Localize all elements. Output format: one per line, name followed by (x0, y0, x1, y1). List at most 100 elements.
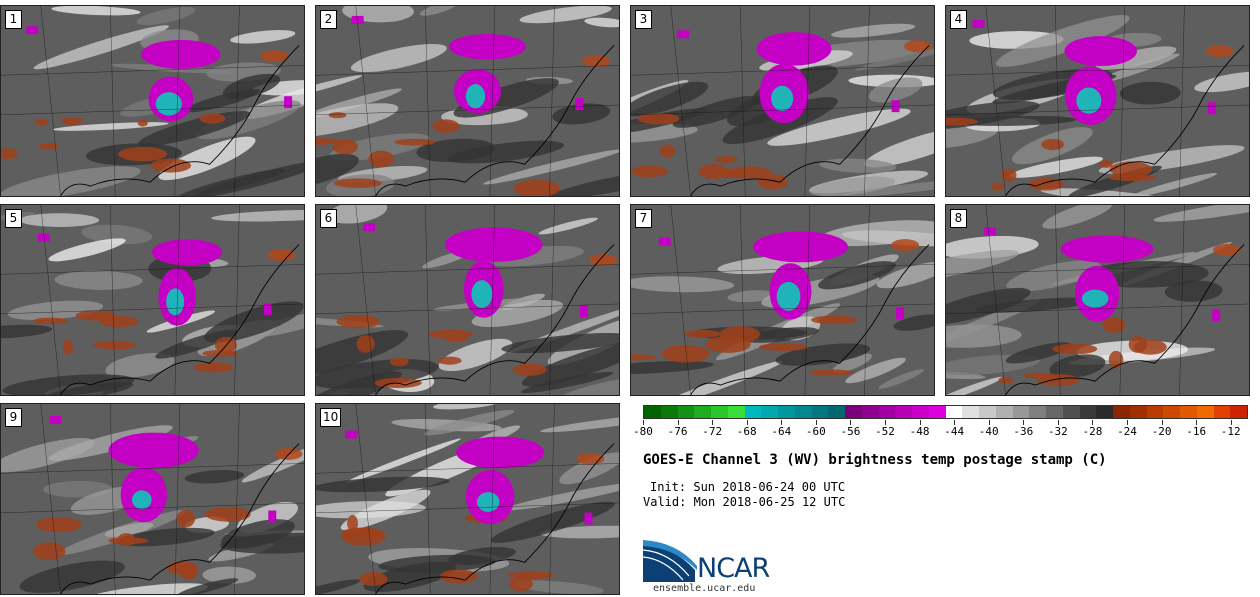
colorbar-tick (1230, 420, 1232, 425)
colorbar-tick (885, 420, 886, 425)
colorbar-segment (778, 406, 795, 418)
panel-9: 9 (0, 403, 305, 595)
colorbar-tick (1057, 420, 1059, 425)
colorbar-tick-label: -40 (978, 425, 999, 438)
colorbar-tick-label: -32 (1047, 425, 1068, 438)
logo-text: NCAR (697, 553, 770, 584)
panel-number: 6 (320, 209, 337, 228)
wv-map-image (316, 6, 619, 196)
colorbar-segment (811, 406, 829, 418)
panel-number: 10 (320, 408, 342, 427)
wv-map-image (1, 205, 304, 395)
colorbar-segment (878, 406, 896, 418)
colorbar-tick (988, 420, 990, 425)
colorbar-tick (815, 420, 817, 425)
wv-map-image (946, 205, 1249, 395)
panel-number: 1 (5, 10, 22, 29)
wv-map-image (316, 205, 619, 395)
colorbar-segment (1029, 406, 1046, 418)
colorbar-segment (1079, 406, 1097, 418)
colorbar-segment (1012, 406, 1030, 418)
panel-1: 1 (0, 5, 305, 197)
colorbar-tick (781, 420, 783, 425)
wv-map-image (1, 6, 304, 196)
ncar-logo-icon (643, 540, 697, 582)
colorbar-segment (660, 406, 678, 418)
colorbar-tick-label: -80 (633, 425, 653, 438)
colorbar-tick-label: -24 (1117, 425, 1137, 438)
panel-10: 10 (315, 403, 620, 595)
wv-map-image (631, 205, 934, 395)
colorbar-tick-label: -56 (840, 425, 861, 438)
colorbar-tick (1161, 420, 1163, 425)
colorbar-tick-label: -60 (805, 425, 826, 438)
wv-map-image (631, 6, 934, 196)
wv-map-image (946, 6, 1249, 196)
colorbar-tick-label: -52 (875, 425, 895, 438)
colorbar-segment (945, 406, 963, 418)
colorbar-tick (954, 420, 956, 425)
colorbar-segment (1163, 406, 1180, 418)
panel-number: 7 (635, 209, 652, 228)
colorbar-tick (677, 420, 679, 425)
panel-number: 9 (5, 408, 22, 427)
colorbar-segment (1113, 406, 1130, 418)
colorbar-segment (711, 406, 728, 418)
panel-2: 2 (315, 5, 620, 197)
colorbar-segment (1129, 406, 1147, 418)
colorbar-tick (1023, 420, 1025, 425)
colorbar-segment (845, 406, 862, 418)
panel-number: 4 (950, 10, 967, 29)
colorbar-segment (1230, 406, 1247, 418)
panel-number: 5 (5, 209, 22, 228)
colorbar-segment (861, 406, 879, 418)
colorbar-segment (1096, 406, 1113, 418)
colorbar-segment (727, 406, 745, 418)
colorbar-tick-label: -64 (771, 425, 792, 438)
panel-number: 3 (635, 10, 652, 29)
colorbar-tick (1196, 420, 1198, 425)
colorbar-segment (1062, 406, 1080, 418)
init-time: Init: Sun 2018-06-24 00 UTC (650, 480, 846, 494)
colorbar-tick-label: -16 (1186, 425, 1207, 438)
wv-map-image (316, 404, 619, 594)
panel-6: 6 (315, 204, 620, 396)
wv-map-image (1, 404, 304, 594)
colorbar-tick (746, 420, 748, 425)
colorbar-segment (895, 406, 912, 418)
colorbar-tick-label: -72 (702, 425, 723, 438)
colorbar-tick (712, 420, 714, 425)
colorbar-segment (694, 406, 711, 418)
colorbar-segment (979, 406, 996, 418)
colorbar-tick-label: -36 (1013, 425, 1034, 438)
colorbar-tick (850, 420, 852, 425)
colorbar-segment (828, 406, 845, 418)
colorbar-tick-label: -76 (667, 425, 688, 438)
colorbar-tick (643, 420, 644, 425)
colorbar (643, 405, 1248, 419)
colorbar-segment (761, 406, 778, 418)
colorbar-segment (1180, 406, 1197, 418)
panel-7: 7 (630, 204, 935, 396)
colorbar-segment (744, 406, 762, 418)
colorbar-segment (1196, 406, 1214, 418)
colorbar-segment (1046, 406, 1063, 418)
colorbar-tick (919, 420, 921, 425)
panel-4: 4 (945, 5, 1250, 197)
colorbar-tick-label: -68 (736, 425, 757, 438)
panel-number: 2 (320, 10, 337, 29)
valid-time: Valid: Mon 2018-06-25 12 UTC (643, 495, 846, 509)
colorbar-segment (677, 406, 695, 418)
colorbar-segment (995, 406, 1013, 418)
colorbar-segment (794, 406, 812, 418)
site-url: ensemble.ucar.edu (653, 583, 756, 594)
colorbar-tick-label: -12 (1220, 425, 1241, 438)
colorbar-segment (1213, 406, 1231, 418)
panel-5: 5 (0, 204, 305, 396)
colorbar-segment (1146, 406, 1164, 418)
colorbar-segment (962, 406, 979, 418)
colorbar-segment (644, 406, 661, 418)
figure-title: GOES-E Channel 3 (WV) brightness temp po… (643, 452, 1107, 468)
colorbar-tick-label: -48 (909, 425, 930, 438)
panel-8: 8 (945, 204, 1250, 396)
